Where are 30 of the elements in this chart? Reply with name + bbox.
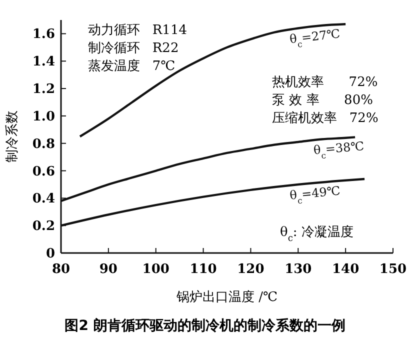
x-tick-label: 130 [284,262,312,277]
y-tick-label: 1.4 [32,54,55,70]
annotation: 压缩机效率 72% [272,110,378,126]
text: θ$_{c}$=49℃ [289,184,341,206]
x-tick-label: 120 [237,262,264,277]
x-tick-label: 80 [52,262,70,277]
annotation: 热机效率 72% [272,74,378,90]
y-tick-label: 0.8 [32,136,55,152]
annotation: 制冷循环 R22 [88,41,179,56]
y-tick-label: 0.2 [32,219,55,234]
annotation: 泵 效 率 80% [272,92,373,108]
x-tick-label: 100 [142,262,170,277]
annotation: θ$_{c}$: 冷凝温度 [280,224,354,244]
x-axis-title: 锅炉出口温度 /℃ [175,289,278,305]
annotation: 蒸发温度 7℃ [88,58,176,74]
y-tick-label: 1.6 [32,27,55,42]
text: θ$_{c}$=27℃ [288,26,341,50]
series-label: θ$_{c}$=38℃ [312,139,365,161]
annotation: 动力循环 R114 [88,23,187,38]
x-tick-label: 90 [99,262,118,277]
y-tick-label: 1.2 [32,82,55,98]
x-tick-label: 110 [190,262,217,277]
x-tick-label: 150 [379,262,407,277]
y-tick-label: 1.0 [32,109,55,124]
y-tick-label: 0 [46,246,55,262]
y-tick-label: 0.4 [32,192,55,207]
y-axis-title: 制冷系数 [5,110,20,162]
text: 图2 朗肯循环驱动的制冷机的制冷系数的一例 [64,317,346,334]
x-tick-label: 140 [332,262,360,277]
y-tick-label: 0.6 [32,164,55,180]
